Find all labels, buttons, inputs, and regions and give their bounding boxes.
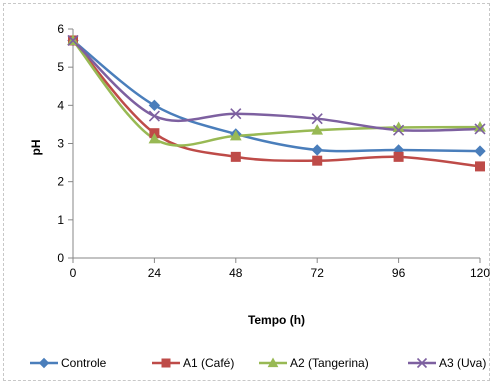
data-point	[148, 110, 160, 122]
y-tick-label: 2	[57, 175, 64, 189]
legend-marker	[38, 357, 50, 369]
data-point	[148, 132, 161, 144]
data-point	[67, 34, 79, 47]
series-markers	[67, 34, 486, 172]
legend-marker	[161, 358, 171, 368]
x-tick-label: 72	[311, 266, 325, 280]
data-point	[474, 123, 486, 135]
legend: Controle A1 (Café) A2 (Tangerina) A3 (Uva)	[30, 356, 486, 370]
legend-item: A1 (Café)	[152, 356, 234, 370]
legend-label: A2 (Tangerina)	[290, 356, 369, 370]
legend-item: A2 (Tangerina)	[259, 356, 369, 370]
y-axis-title: pH	[29, 140, 43, 156]
data-point	[230, 151, 241, 162]
x-tick-label: 48	[229, 266, 243, 280]
legend-label: A1 (Café)	[183, 356, 234, 370]
y-tick-label: 5	[57, 60, 64, 74]
x-axis-title: Tempo (h)	[248, 313, 305, 327]
series-line-4	[72, 39, 481, 132]
axes	[68, 28, 481, 263]
data-point	[148, 99, 161, 112]
marker-stroke	[67, 34, 79, 47]
x-tick-label: 96	[392, 266, 406, 280]
data-point	[393, 151, 404, 162]
series-line-3	[72, 39, 481, 147]
series-line-1	[72, 39, 481, 153]
x-tick-label: 120	[470, 266, 490, 280]
chart-border	[3, 3, 490, 381]
data-point	[393, 124, 405, 136]
y-tick-label: 4	[57, 98, 64, 112]
data-point	[311, 144, 323, 156]
legend-label: A3 (Uva)	[439, 356, 486, 370]
y-tick-label: 3	[57, 137, 64, 151]
axis-labels: 0 1 2 3 4 5 6 0 24 48 72 96 120 Tempo (h) pH	[29, 22, 490, 327]
marker-stroke	[148, 110, 160, 122]
legend-label: Controle	[61, 356, 107, 370]
marker-stroke	[311, 113, 323, 125]
legend-item: Controle	[30, 356, 107, 370]
data-point	[312, 155, 323, 166]
x-tick-label: 24	[148, 266, 162, 280]
y-tick-label: 1	[57, 213, 64, 227]
marker-stroke	[393, 124, 405, 136]
data-point	[475, 161, 485, 172]
marker-stroke	[230, 108, 242, 120]
y-tick-label: 0	[57, 251, 64, 265]
series-lines	[72, 39, 481, 168]
data-point	[311, 124, 324, 135]
x-tick-label: 0	[70, 266, 77, 280]
data-point	[311, 113, 323, 125]
marker-stroke	[474, 123, 486, 135]
legend-item: A3 (Uva)	[408, 356, 486, 370]
series-line-2	[72, 39, 481, 168]
legend-marker	[416, 357, 428, 369]
y-tick-label: 6	[57, 22, 64, 36]
data-point	[229, 129, 242, 141]
marker-stroke	[416, 357, 428, 369]
data-point	[230, 108, 242, 120]
data-point	[474, 145, 486, 157]
legend-marker	[267, 357, 279, 368]
